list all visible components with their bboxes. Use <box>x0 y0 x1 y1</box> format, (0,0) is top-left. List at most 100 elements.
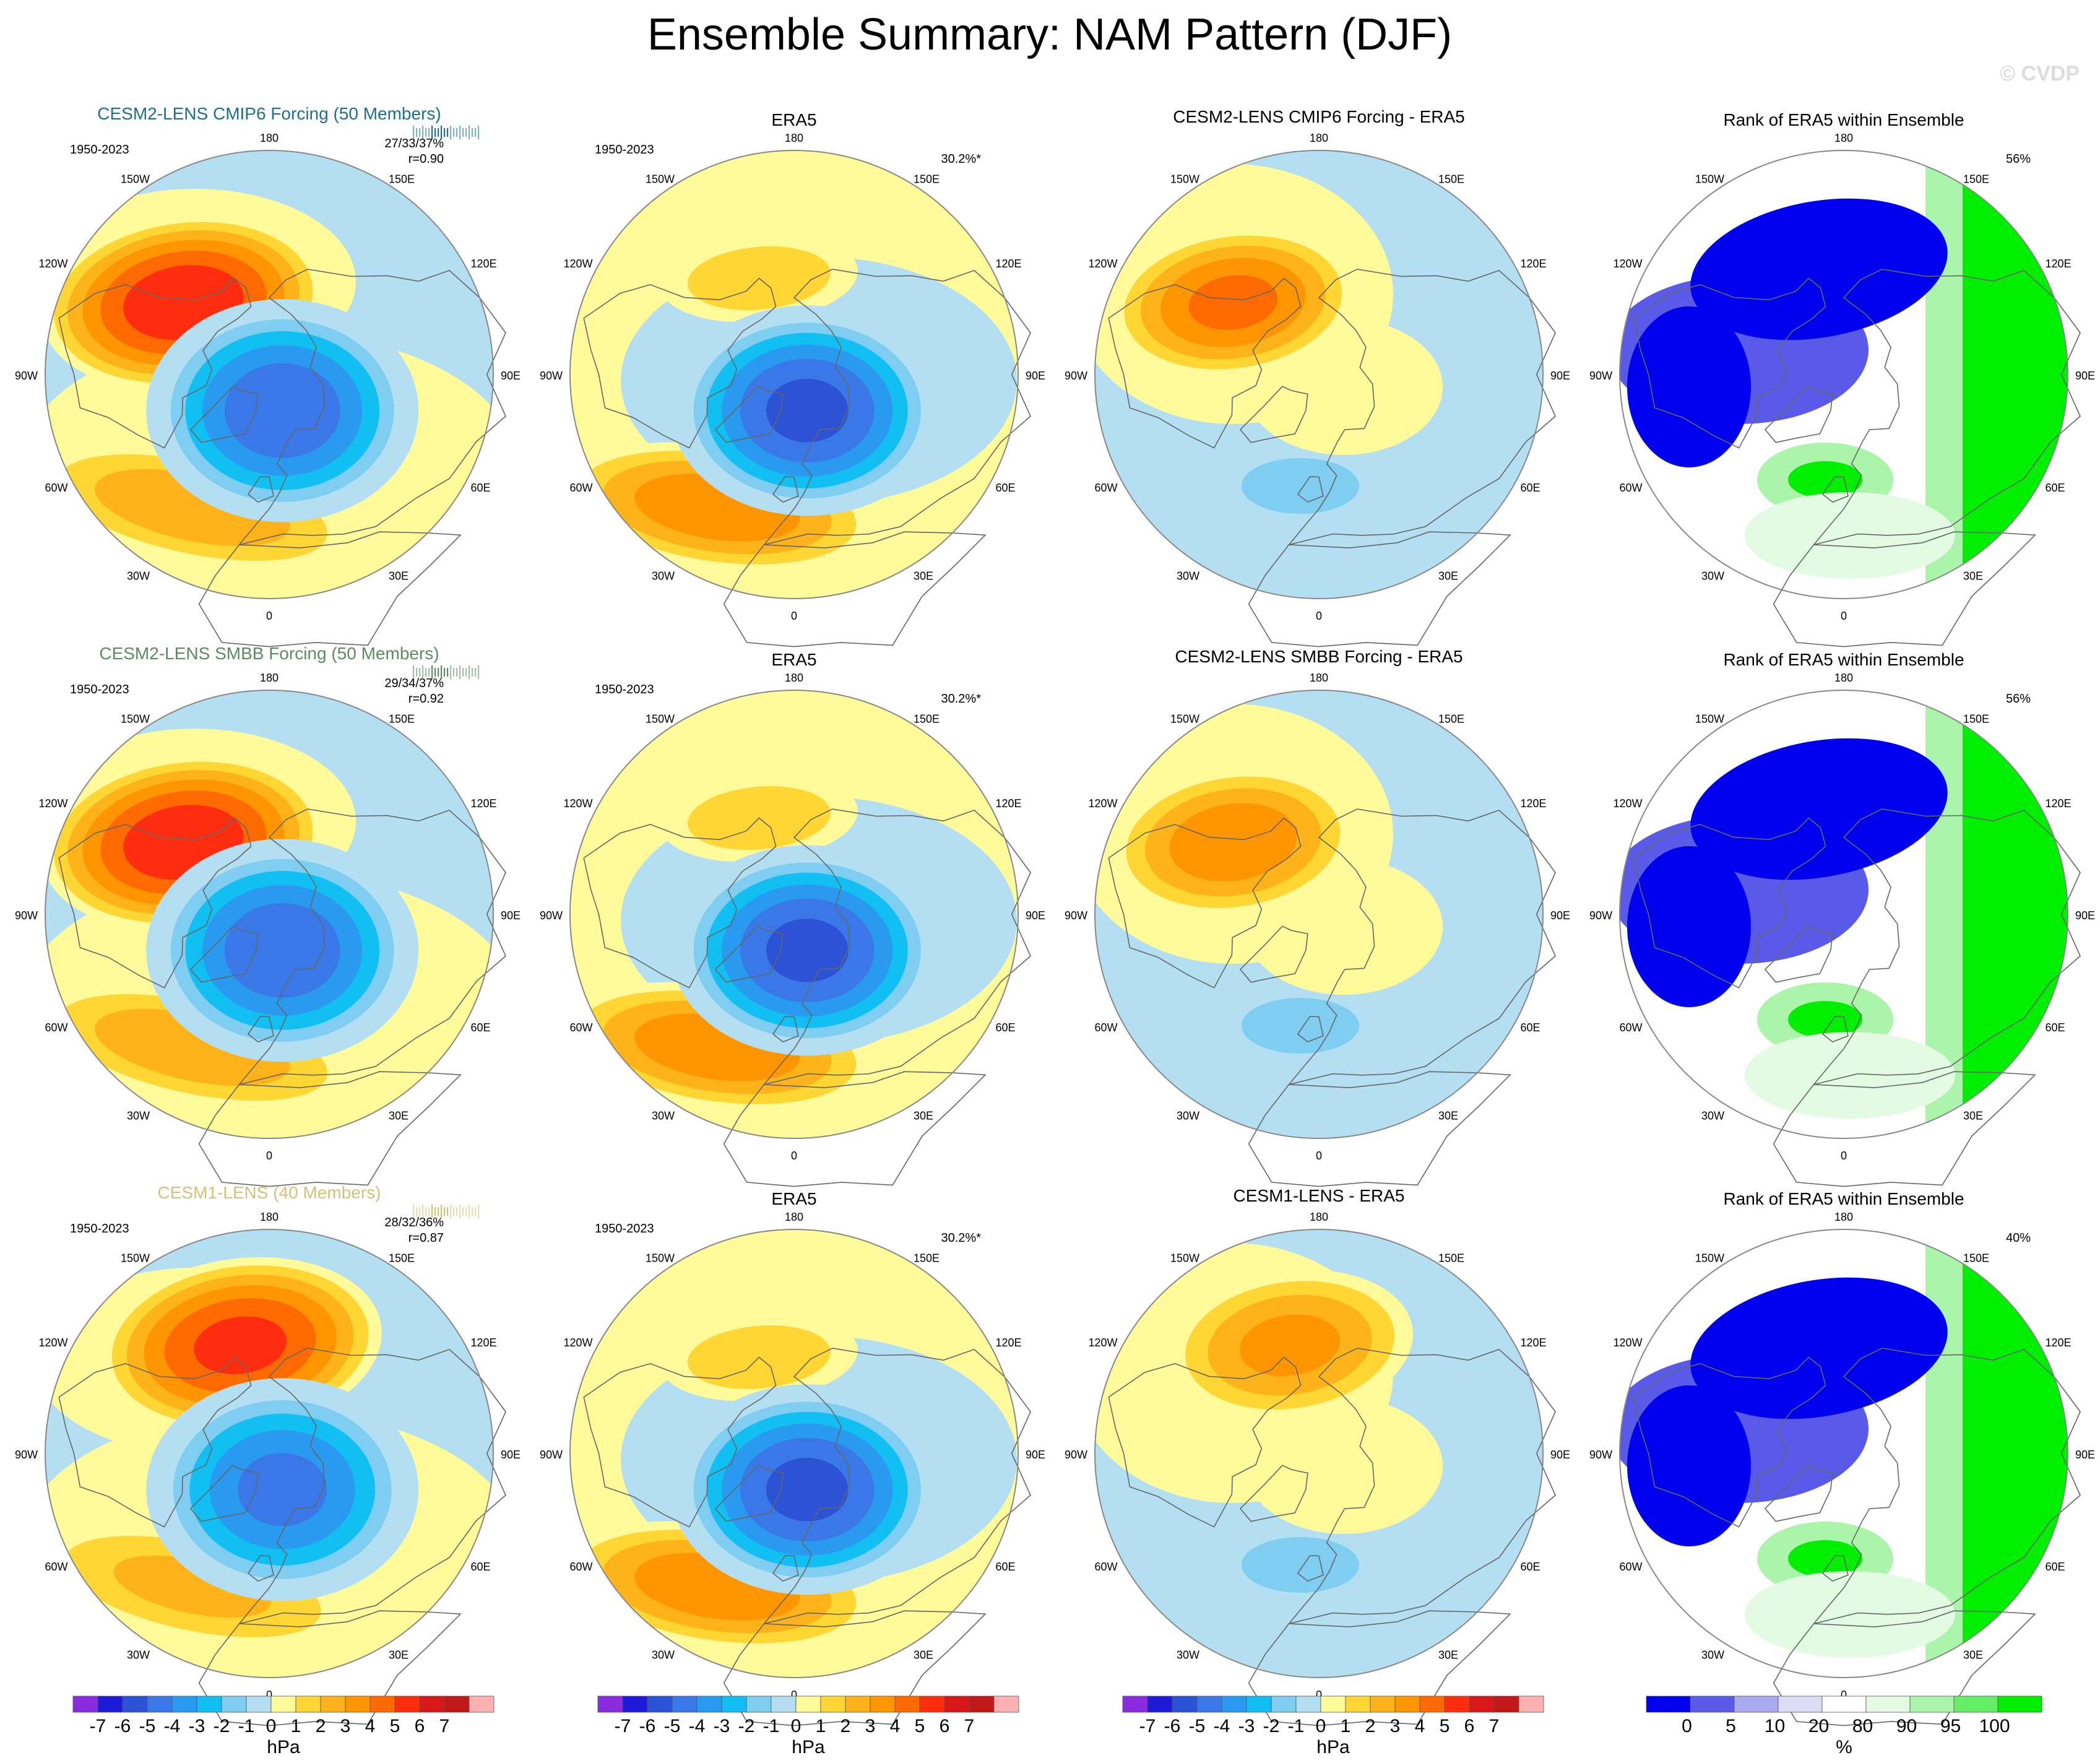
lon-label-90E: 90E <box>1550 370 1570 382</box>
diff-field <box>1095 150 1543 599</box>
pacific-difference-contour-4 <box>1188 275 1278 330</box>
lon-label-0: 0 <box>791 1689 797 1701</box>
lon-label-120E: 120E <box>470 1336 496 1349</box>
hpa-colorbar-tick-label: 5 <box>1440 1716 1450 1736</box>
hpa-colorbar-swatch <box>1172 1696 1198 1713</box>
lon-label-90E: 90E <box>501 370 521 382</box>
pacific-high-contour-5 <box>194 1316 287 1374</box>
member-tick <box>450 665 452 679</box>
lon-label-120W: 120W <box>38 1336 67 1349</box>
hpa-colorbar-tick-label: -7 <box>90 1716 106 1736</box>
lon-label-150E: 150E <box>389 173 415 186</box>
coastline <box>1108 808 1556 1187</box>
lon-label-30E: 30E <box>389 1648 408 1661</box>
hpa-colorbar-swatch <box>1444 1696 1470 1713</box>
lon-label-30W: 30W <box>127 570 150 582</box>
diff-title: CESM2-LENS CMIP6 Forcing - ERA5 <box>1173 107 1464 126</box>
period-label: 1950-2023 <box>70 1222 129 1236</box>
member-tick <box>462 668 464 677</box>
lon-label-0: 0 <box>1316 1689 1322 1701</box>
lon-label-60W: 60W <box>569 1561 592 1573</box>
coastline <box>58 269 506 648</box>
hpa-colorbar-tick-label: 0 <box>1316 1716 1326 1736</box>
hpa-colorbar-tick-label: 3 <box>1390 1716 1401 1736</box>
member-tick <box>413 1205 415 1218</box>
lon-label-90W: 90W <box>1065 1449 1087 1461</box>
map-border <box>569 690 1019 1139</box>
hpa-colorbar-tick-label: 4 <box>1415 1716 1425 1736</box>
lon-label-60E: 60E <box>1520 482 1540 494</box>
lon-label-180: 180 <box>1834 1211 1853 1223</box>
member-tick <box>462 1207 464 1216</box>
member-tick <box>441 665 443 679</box>
coastline <box>58 1348 506 1726</box>
lon-label-90E: 90E <box>1026 1449 1045 1461</box>
diff-field <box>1095 1229 1543 1678</box>
lon-label-30E: 30E <box>914 570 933 582</box>
hpa-colorbar-tick-label: -1 <box>1288 1716 1305 1736</box>
arctic-positive-band <box>1245 1398 1443 1534</box>
lon-label-30E: 30E <box>1438 1648 1458 1661</box>
rank-panel: Rank of ERA5 within Ensemble 56% 180 0 90W 90… <box>1589 650 2095 1187</box>
hpa-colorbar-swatch <box>1122 1696 1148 1713</box>
member-tick <box>459 126 461 139</box>
hpa-colorbar-tick-label: -2 <box>1263 1716 1280 1736</box>
rank-title: Rank of ERA5 within Ensemble <box>1723 650 1964 669</box>
rank-title: Rank of ERA5 within Ensemble <box>1723 1189 1964 1208</box>
obs-pct-explained: 30.2%* <box>941 1231 982 1245</box>
lon-label-150E: 150E <box>389 713 415 726</box>
lon-label-90E: 90E <box>1026 909 1045 922</box>
member-tick <box>478 126 480 139</box>
lon-label-30W: 30W <box>1177 1648 1199 1661</box>
obs-field <box>570 1229 1018 1678</box>
hpa-colorbar-tick-label: -2 <box>214 1716 230 1736</box>
coastline <box>1108 1348 1556 1726</box>
member-tick <box>456 668 458 677</box>
lon-label-120W: 120W <box>1088 1336 1117 1349</box>
member-tick <box>472 128 473 137</box>
member-tick <box>459 1205 461 1218</box>
lon-label-30W: 30W <box>652 1648 675 1661</box>
hpa-colorbar-swatch <box>1518 1696 1544 1713</box>
lon-label-120E: 120E <box>1520 797 1546 810</box>
lon-label-120W: 120W <box>1088 258 1117 270</box>
lon-label-120E: 120E <box>995 258 1021 270</box>
period-label: 1950-2023 <box>70 143 129 157</box>
rank-colorbar-tick-label: 5 <box>1726 1716 1736 1736</box>
coastline <box>583 808 1031 1187</box>
hpa-colorbar-swatch <box>147 1696 173 1713</box>
model-field <box>45 1229 493 1678</box>
rank-colorbar-tick-label: 100 <box>1979 1716 2010 1736</box>
hpa-colorbar-swatch <box>196 1696 222 1713</box>
lon-label-60W: 60W <box>1619 1021 1642 1034</box>
member-tick <box>450 1205 452 1218</box>
coastline <box>583 269 1031 648</box>
lon-label-150E: 150E <box>1438 173 1464 186</box>
lon-label-90W: 90W <box>1589 370 1612 382</box>
lon-label-0: 0 <box>791 1150 797 1162</box>
member-tick <box>465 1207 467 1216</box>
member-tick <box>447 128 449 137</box>
pattern-correlation: r=0.92 <box>408 692 444 706</box>
hpa-colorbar-swatch <box>746 1696 772 1713</box>
member-tick <box>434 668 436 677</box>
obs-panel: ERA5 1950-2023 30.2%* 180 0 90W 90E 120W 150W 150… <box>540 110 1045 648</box>
obs-panel: ERA5 1950-2023 30.2%* 180 0 90W 90E 120W 150W 150… <box>540 1189 1045 1726</box>
polar-low-contour-5 <box>224 363 340 458</box>
hpa-colorbar-swatch <box>369 1696 395 1713</box>
lon-label-180: 180 <box>1310 672 1328 684</box>
rank-colorbar-tick-label: 10 <box>1765 1716 1785 1736</box>
rank-panel: Rank of ERA5 within Ensemble 40% 180 0 90W 90… <box>1589 1189 2095 1726</box>
lon-label-60W: 60W <box>569 1021 592 1034</box>
hpa-colorbar-swatch <box>295 1696 321 1713</box>
hpa-colorbar-swatch <box>72 1696 98 1713</box>
lon-label-0: 0 <box>1841 1689 1847 1701</box>
period-label: 1950-2023 <box>70 683 129 696</box>
map-border <box>45 690 494 1139</box>
member-tick <box>472 1207 473 1216</box>
period-label: 1950-2023 <box>595 1222 654 1236</box>
lon-label-30W: 30W <box>652 1109 675 1122</box>
hpa-colorbar-tick-label: -5 <box>1189 1716 1206 1736</box>
lon-label-120W: 120W <box>563 1336 592 1349</box>
lon-label-90W: 90W <box>540 909 563 922</box>
